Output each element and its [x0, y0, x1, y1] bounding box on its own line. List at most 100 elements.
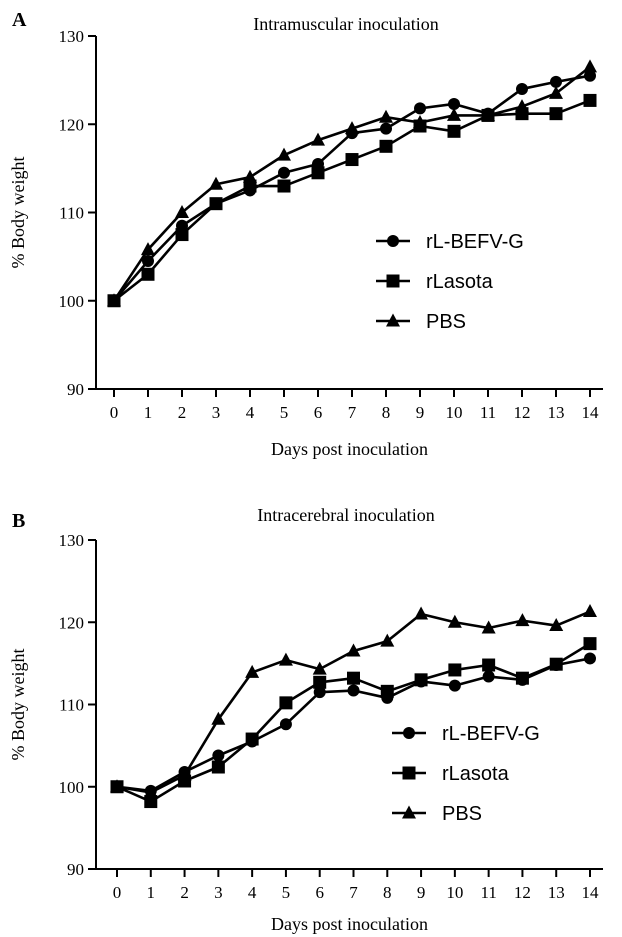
x-tick-label: 5 — [280, 403, 289, 422]
y-tick-label: 90 — [67, 380, 84, 399]
panel-letter: B — [12, 510, 25, 532]
x-tick-label: 13 — [548, 403, 565, 422]
data-point — [516, 82, 528, 95]
data-point — [141, 242, 155, 256]
data-point — [212, 749, 225, 762]
legend-marker — [402, 805, 416, 819]
x-tick-label: 4 — [246, 403, 255, 422]
data-point — [380, 633, 395, 647]
data-point — [448, 97, 460, 110]
data-point — [482, 658, 496, 672]
legend-marker — [386, 274, 400, 288]
data-point — [515, 613, 530, 627]
data-point — [245, 664, 260, 678]
x-tick-label: 6 — [314, 403, 323, 422]
data-point — [313, 686, 326, 699]
x-axis-label: Days post inoculation — [271, 439, 428, 459]
data-point — [447, 614, 462, 628]
data-point — [414, 102, 426, 115]
legend-marker — [403, 727, 415, 739]
data-point — [311, 132, 325, 146]
data-point — [549, 657, 563, 671]
series-triangle — [107, 59, 597, 307]
y-tick-label: 130 — [59, 27, 85, 46]
x-tick-label: 8 — [383, 883, 392, 902]
legend: rL-BEFV-G rLasota PBS — [376, 231, 524, 333]
x-tick-label: 3 — [214, 883, 223, 902]
x-tick-label: 7 — [349, 883, 358, 902]
panel-b: B Intracerebral inoculation90100110120130… — [8, 505, 603, 934]
x-tick-label: 8 — [382, 403, 391, 422]
data-point — [380, 122, 392, 135]
data-point — [141, 267, 155, 281]
chart-title: Intracerebral inoculation — [257, 505, 434, 525]
data-point — [345, 121, 359, 135]
legend: rL-BEFV-G rLasota PBS — [392, 723, 540, 825]
data-point — [549, 85, 563, 99]
chart-title: Intramuscular inoculation — [253, 14, 438, 34]
x-tick-label: 10 — [446, 883, 463, 902]
data-point — [143, 785, 158, 799]
data-point — [481, 107, 495, 121]
data-point — [211, 711, 226, 725]
x-tick-label: 3 — [212, 403, 221, 422]
data-point — [549, 618, 564, 632]
data-point — [481, 620, 496, 634]
data-point — [549, 107, 563, 121]
legend-label: rL-BEFV-G — [426, 231, 524, 253]
legend-label: rLasota — [442, 763, 510, 785]
data-point — [243, 179, 257, 193]
y-axis-label: % Body weight — [8, 157, 28, 269]
y-tick-label: 120 — [59, 613, 85, 632]
data-point — [583, 93, 597, 107]
data-point — [414, 673, 428, 687]
y-tick-label: 100 — [59, 292, 85, 311]
x-tick-label: 9 — [416, 403, 425, 422]
data-point — [245, 732, 259, 746]
data-point — [448, 663, 462, 677]
x-tick-label: 6 — [315, 883, 324, 902]
series-line — [116, 610, 591, 794]
y-tick-label: 100 — [59, 778, 85, 797]
series-line — [112, 65, 591, 302]
data-point — [550, 75, 562, 88]
x-tick-label: 12 — [514, 403, 531, 422]
x-axis-label: Days post inoculation — [271, 914, 428, 934]
data-point — [447, 124, 461, 138]
data-point — [313, 675, 327, 689]
y-axis-label: % Body weight — [8, 649, 28, 761]
x-tick-label: 7 — [348, 403, 357, 422]
legend-marker — [387, 235, 399, 247]
data-point — [277, 147, 291, 161]
x-tick-label: 12 — [514, 883, 531, 902]
data-point — [347, 684, 360, 697]
data-point — [379, 109, 393, 123]
x-tick-label: 9 — [417, 883, 426, 902]
data-point — [278, 166, 290, 179]
data-point — [142, 255, 154, 268]
data-point — [345, 153, 359, 167]
data-point — [380, 684, 394, 698]
series-triangle — [110, 604, 597, 799]
legend-label: rL-BEFV-G — [442, 723, 540, 745]
data-point — [279, 696, 293, 710]
data-point — [515, 99, 529, 113]
x-tick-label: 1 — [144, 403, 153, 422]
x-tick-label: 11 — [480, 883, 496, 902]
x-tick-label: 5 — [282, 883, 291, 902]
data-point — [209, 176, 223, 190]
y-tick-label: 110 — [59, 696, 84, 715]
legend-label: PBS — [426, 311, 466, 333]
x-tick-label: 4 — [248, 883, 257, 902]
x-tick-label: 1 — [147, 883, 156, 902]
data-point — [583, 59, 597, 73]
legend-label: rLasota — [426, 271, 494, 293]
data-point — [277, 179, 291, 193]
data-point — [583, 637, 597, 651]
data-point — [110, 779, 124, 793]
data-point — [311, 166, 325, 180]
y-tick-label: 120 — [59, 115, 85, 134]
data-point — [584, 69, 596, 82]
x-tick-label: 0 — [113, 883, 122, 902]
data-point — [414, 606, 429, 620]
